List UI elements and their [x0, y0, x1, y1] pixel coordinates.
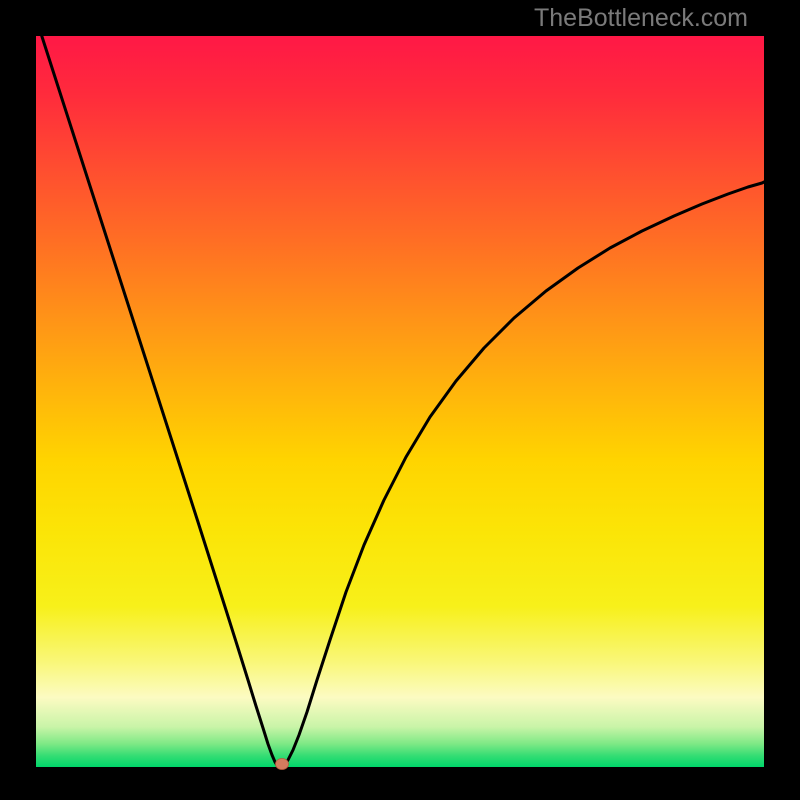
chart-canvas: TheBottleneck.com [0, 0, 800, 800]
watermark-text: TheBottleneck.com [534, 4, 748, 33]
plot-background [36, 36, 764, 767]
chart-svg [0, 0, 800, 800]
minimum-marker [276, 759, 289, 770]
